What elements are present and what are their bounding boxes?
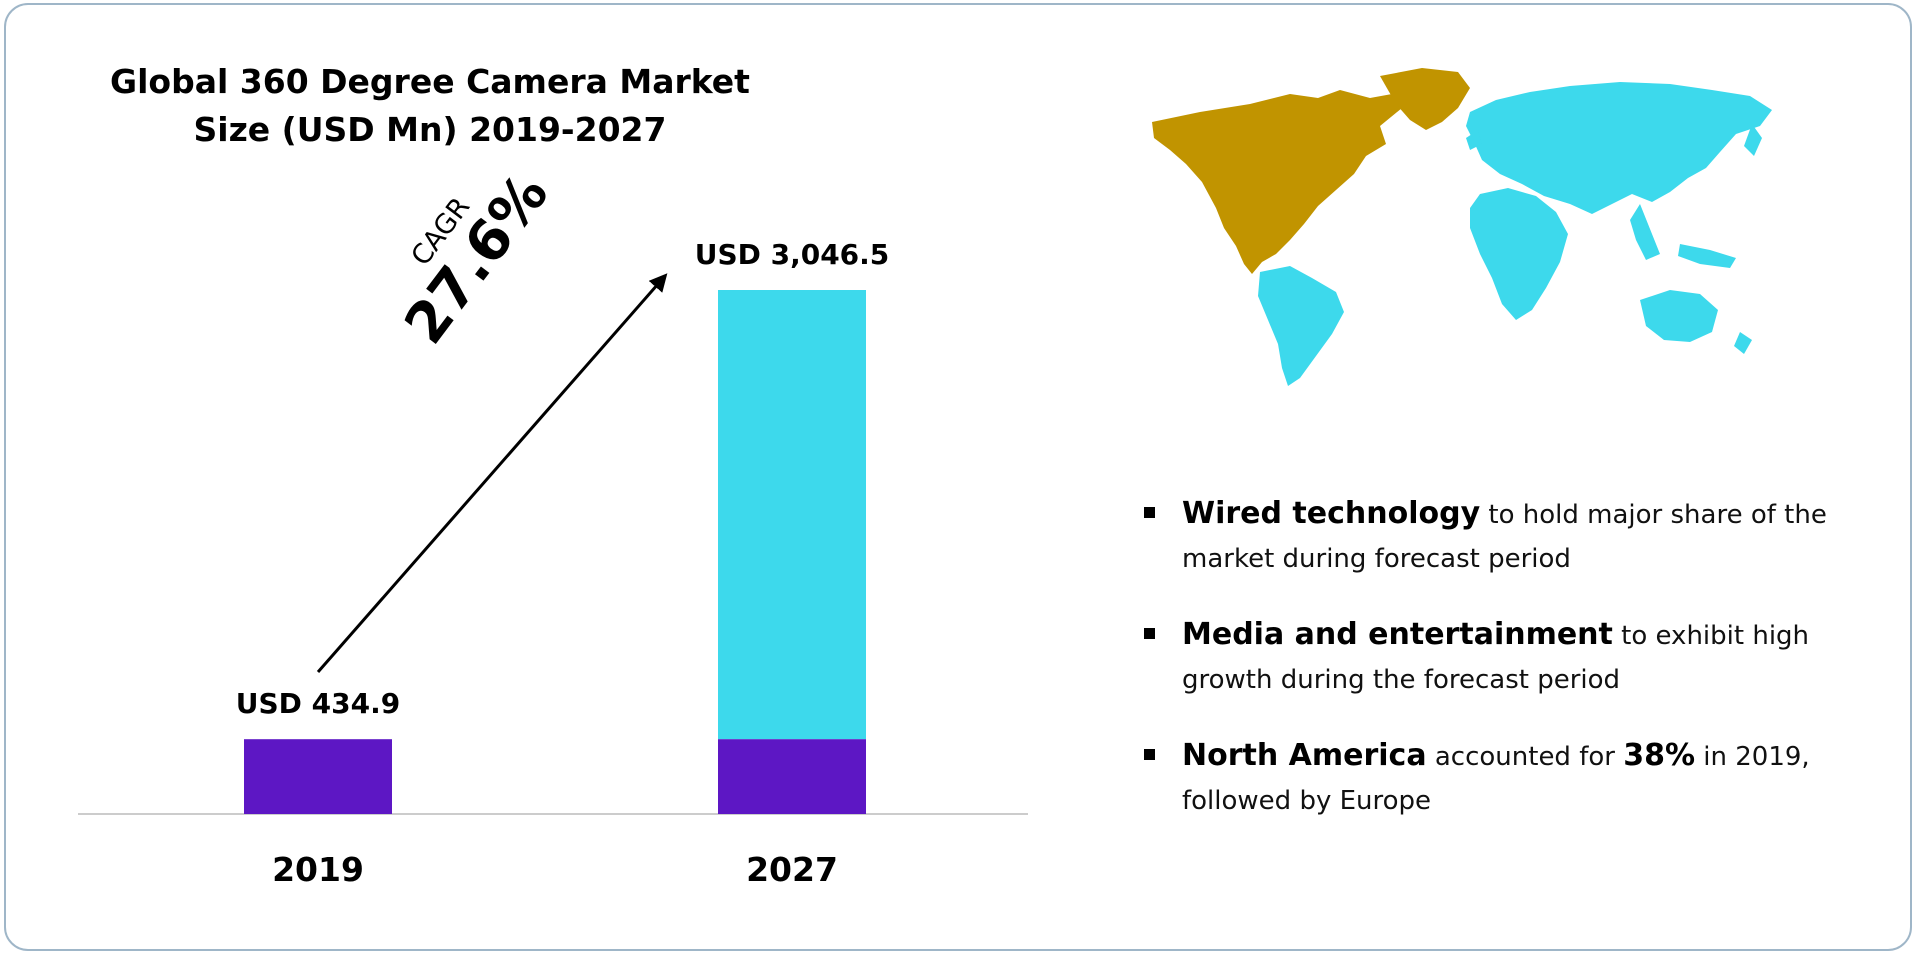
chart-title-line-1: Global 360 Degree Camera Market xyxy=(110,62,750,101)
bar-2027-growth-segment xyxy=(718,290,866,740)
chart-title-line-2: Size (USD Mn) 2019-2027 xyxy=(193,110,667,149)
key-point-media-entertainment: Media and entertainment to exhibit high … xyxy=(1140,613,1860,702)
square-bullet-icon xyxy=(1144,749,1155,760)
key-point-text-end: in 2019, followed by Europe xyxy=(1182,742,1810,816)
bar-2027-base-segment xyxy=(718,739,866,814)
key-point-wired-technology: Wired technology to hold major share of … xyxy=(1140,492,1860,581)
key-point-text: to exhibit high growth during the foreca… xyxy=(1182,621,1810,695)
value-label-2019: USD 434.9 xyxy=(235,687,401,721)
key-point-text: accounted for xyxy=(1426,742,1624,772)
key-point-emphasis: North America xyxy=(1182,738,1427,773)
bars-group xyxy=(244,290,866,814)
north-america-region xyxy=(1152,68,1470,274)
key-point-share-value: 38% xyxy=(1623,738,1696,773)
rest-of-world-region xyxy=(1258,82,1772,386)
chart-title: Global 360 Degree Camera Market Size (US… xyxy=(80,58,780,154)
key-point-emphasis: Wired technology xyxy=(1182,496,1481,531)
key-point-emphasis: Media and entertainment xyxy=(1182,617,1613,652)
key-points-list: Wired technology to hold major share of … xyxy=(1140,492,1860,855)
square-bullet-icon xyxy=(1144,507,1155,518)
x-tick-2019: 2019 xyxy=(272,850,364,889)
growth-arrow xyxy=(316,273,668,673)
bar-chart xyxy=(78,273,1028,815)
square-bullet-icon xyxy=(1144,628,1155,639)
x-tick-2027: 2027 xyxy=(746,850,838,889)
value-label-2027: USD 3,046.5 xyxy=(694,238,890,271)
key-point-north-america: North America accounted for 38% in 2019,… xyxy=(1140,734,1860,823)
key-point-text: to hold major share of the market during… xyxy=(1182,500,1827,574)
bar-2019 xyxy=(244,739,392,814)
world-map xyxy=(1152,68,1772,386)
